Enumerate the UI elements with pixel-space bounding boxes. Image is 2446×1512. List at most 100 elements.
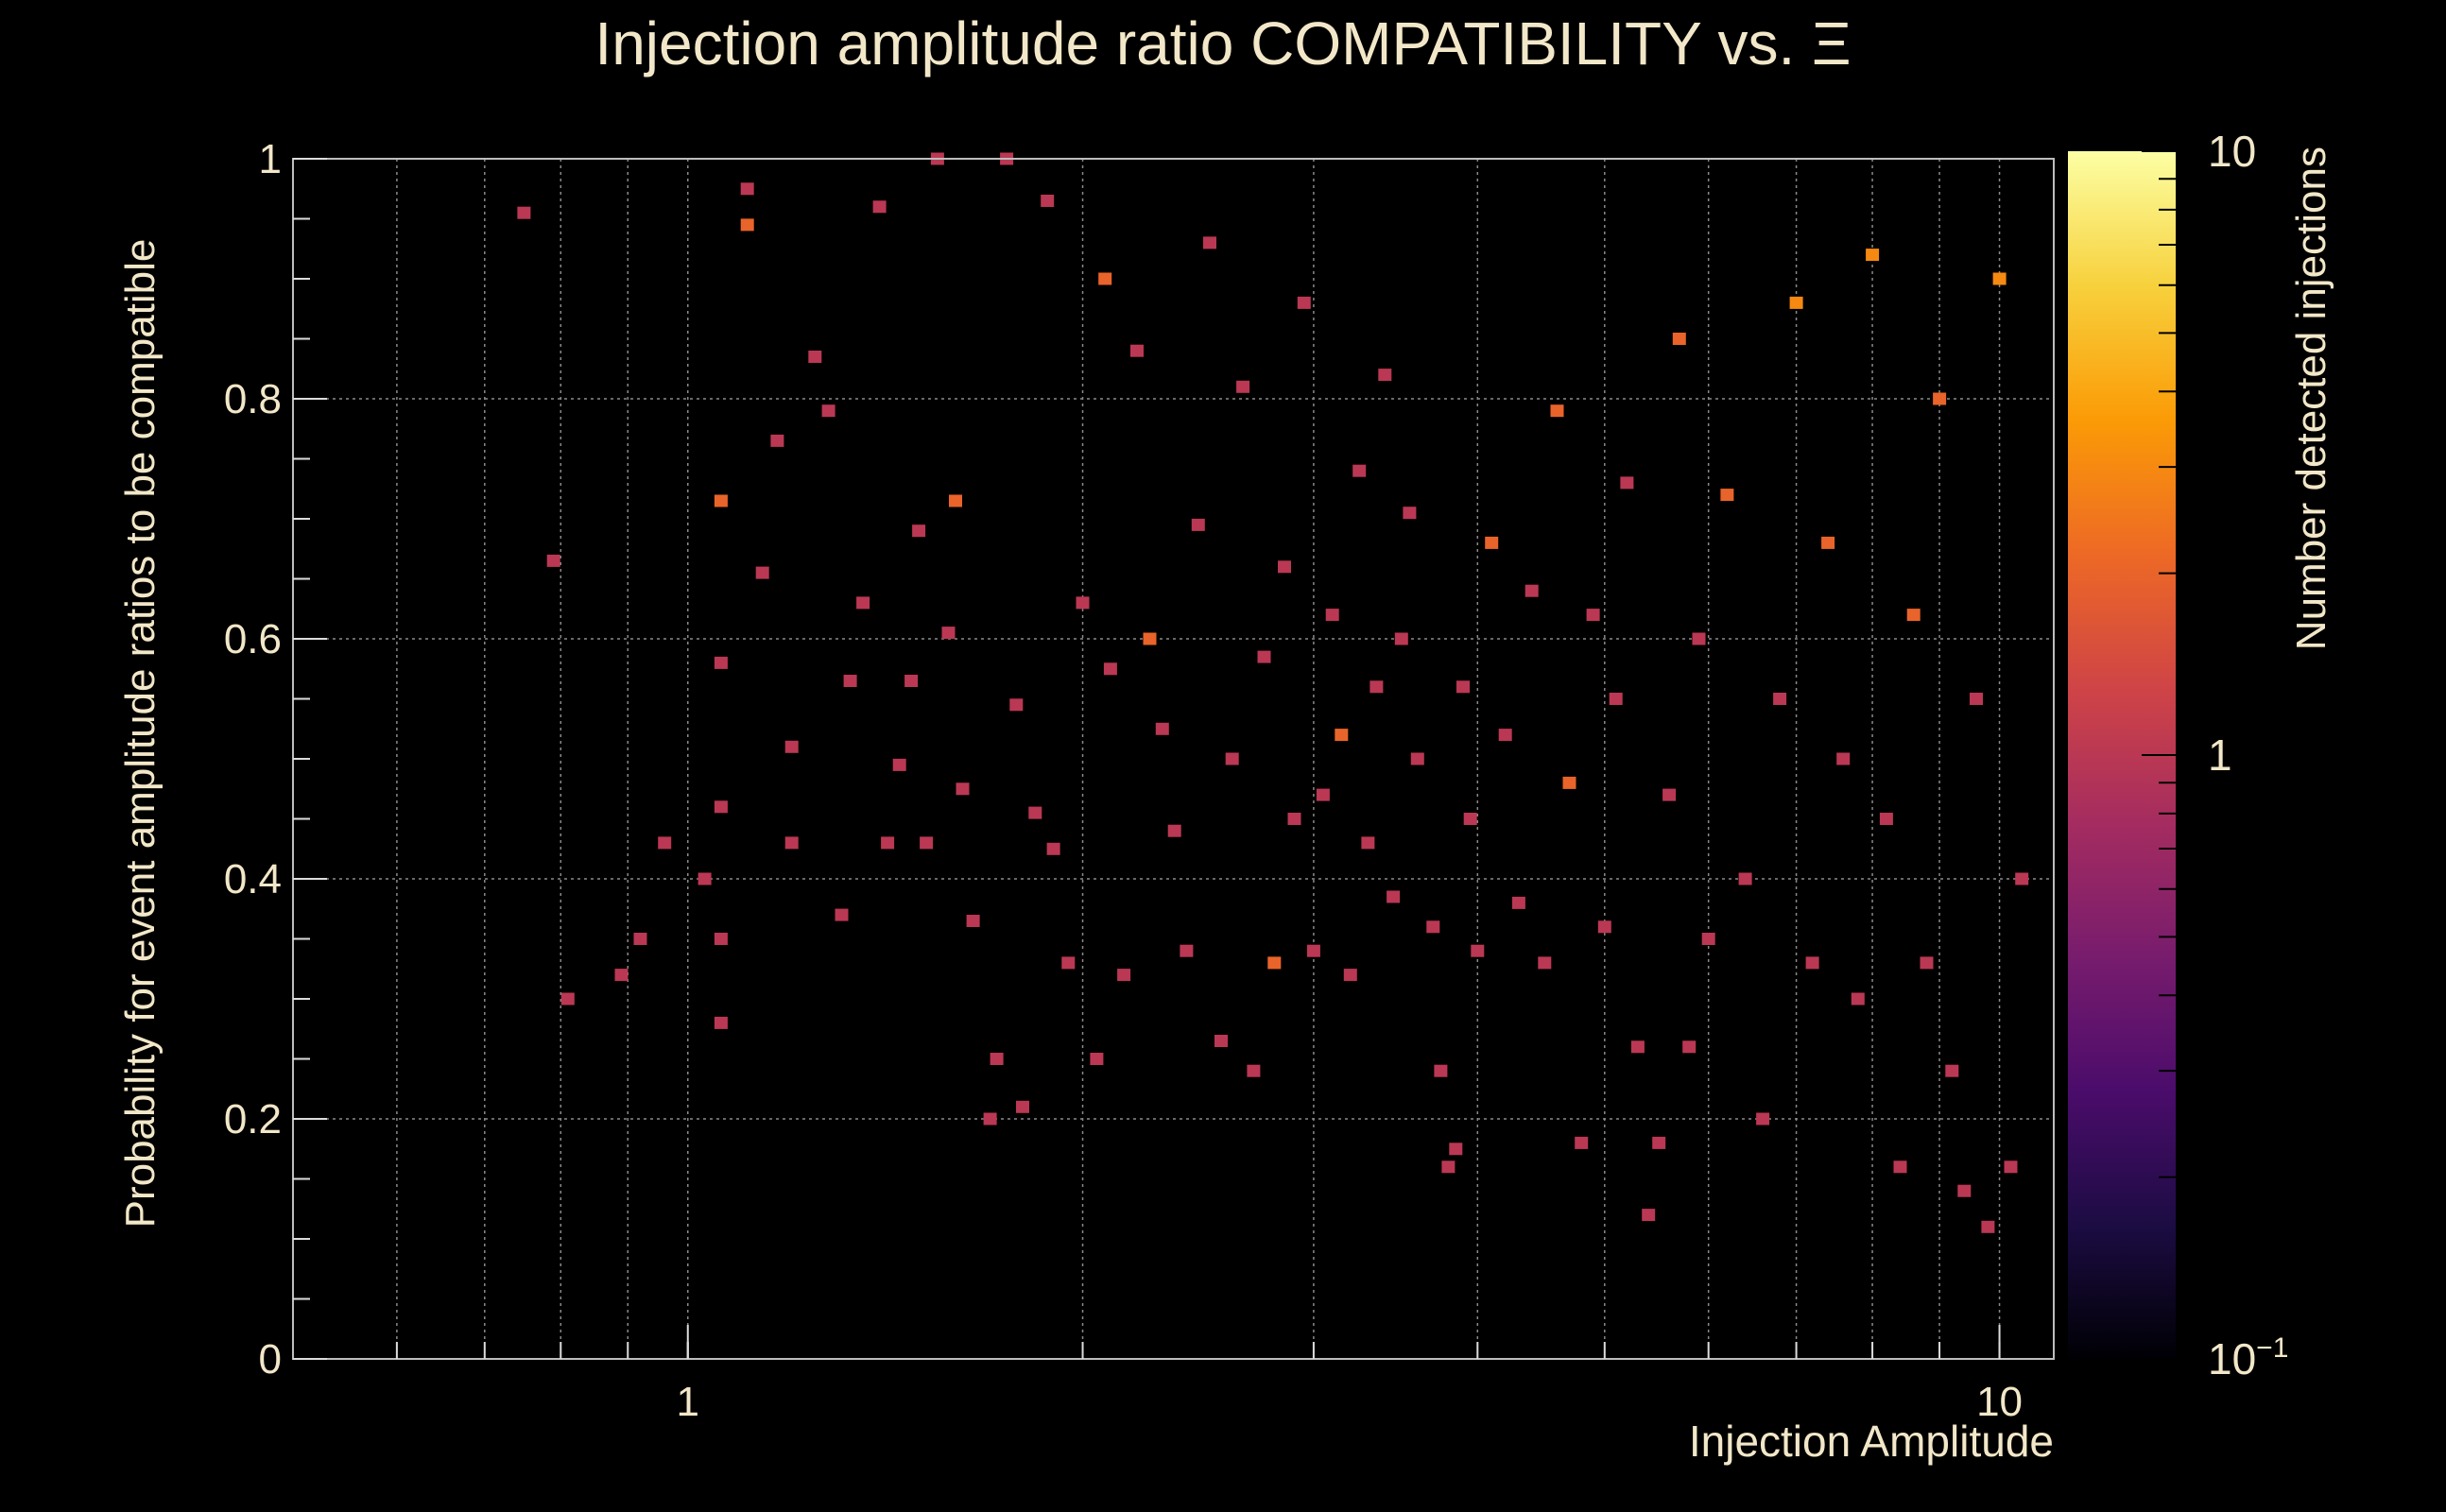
colorbar-tick-label: 10 bbox=[2208, 127, 2256, 176]
heatmap-cell bbox=[1630, 1040, 1645, 1054]
heatmap-cell bbox=[1920, 956, 1934, 970]
heatmap-cell bbox=[1306, 944, 1320, 957]
heatmap-cell bbox=[843, 675, 857, 687]
heatmap-cell bbox=[1214, 1035, 1228, 1047]
heatmap-cell bbox=[1028, 806, 1042, 819]
heatmap-cell bbox=[1805, 956, 1819, 970]
heatmap-cell bbox=[1562, 776, 1576, 789]
heatmap-cell bbox=[1893, 1160, 1907, 1174]
heatmap-cell bbox=[1287, 813, 1301, 825]
heatmap-cell bbox=[784, 836, 799, 850]
heatmap-cell bbox=[1511, 896, 1525, 909]
heatmap-cell bbox=[1957, 1184, 1972, 1197]
heatmap-cell bbox=[546, 554, 560, 567]
heatmap-cell bbox=[1738, 872, 1752, 885]
heatmap-cell bbox=[856, 596, 870, 610]
heatmap-cell bbox=[1325, 609, 1339, 622]
heatmap-cell bbox=[770, 434, 784, 447]
heatmap-cell bbox=[698, 872, 712, 885]
heatmap-cell bbox=[1061, 956, 1076, 970]
heatmap-cell bbox=[1117, 969, 1131, 982]
heatmap-cell bbox=[949, 494, 962, 507]
heatmap-cell bbox=[1041, 195, 1055, 207]
heatmap-cell bbox=[1866, 249, 1880, 262]
heatmap-cell bbox=[1701, 933, 1715, 945]
heatmap-cell bbox=[740, 218, 754, 232]
heatmap-cell bbox=[1046, 842, 1060, 855]
heatmap-cell bbox=[1550, 404, 1564, 418]
heatmap-cell bbox=[1410, 752, 1424, 765]
heatmap-cell bbox=[808, 351, 822, 363]
heatmap-cell bbox=[1672, 333, 1686, 345]
colorbar-tick-label: 10−1 bbox=[2208, 1332, 2288, 1383]
heatmap-cell bbox=[1789, 296, 1803, 309]
y-tick-label: 0.8 bbox=[224, 376, 282, 422]
heatmap-cell bbox=[1773, 693, 1787, 705]
heatmap-cell bbox=[740, 182, 754, 196]
heatmap-cell bbox=[1343, 969, 1357, 982]
y-tick-label: 0.2 bbox=[224, 1096, 282, 1143]
heatmap-cell bbox=[1191, 518, 1205, 531]
heatmap-cell bbox=[920, 836, 934, 850]
heatmap-cell bbox=[912, 524, 926, 538]
x-tick-label: 10 bbox=[1976, 1379, 2023, 1425]
heatmap-cell bbox=[1257, 650, 1271, 663]
heatmap-cell bbox=[1970, 693, 1983, 705]
heatmap-cell bbox=[1009, 698, 1024, 712]
heatmap-cell bbox=[1597, 920, 1611, 934]
heatmap-cell bbox=[872, 200, 887, 214]
heatmap-cell bbox=[560, 992, 575, 1005]
heatmap-cell bbox=[1143, 632, 1157, 645]
y-axis-ticks: 0 0.2 0.4 0.6 0.8 1 bbox=[224, 136, 327, 1383]
heatmap-cell bbox=[1471, 944, 1485, 957]
heatmap-cell bbox=[1933, 392, 1947, 405]
heatmap-cell bbox=[1076, 596, 1090, 610]
heatmap-cells bbox=[517, 152, 2029, 1233]
heatmap-cell bbox=[1180, 944, 1194, 957]
heatmap-cell bbox=[1426, 920, 1440, 934]
heatmap-cell bbox=[892, 758, 906, 771]
heatmap-cell bbox=[983, 1112, 997, 1125]
heatmap-cell bbox=[1456, 680, 1470, 694]
heatmap-cell bbox=[2004, 1160, 2018, 1174]
heatmap-cell bbox=[1620, 476, 1634, 490]
heatmap-cell bbox=[1441, 1160, 1456, 1174]
heatmap-cell bbox=[1203, 236, 1216, 249]
heatmap-cell bbox=[2015, 872, 2029, 885]
heatmap-cell bbox=[941, 627, 956, 640]
heatmap-cell bbox=[1662, 788, 1677, 801]
chart-title: Injection amplitude ratio COMPATIBILITY … bbox=[594, 9, 1851, 77]
y-tick-label: 0.6 bbox=[224, 616, 282, 662]
heatmap-cell bbox=[714, 656, 728, 669]
heatmap-cell bbox=[1821, 536, 1835, 549]
heatmap-cell bbox=[714, 933, 728, 945]
heatmap-cell bbox=[1297, 296, 1311, 309]
heatmap-cell bbox=[966, 915, 980, 927]
x-axis-label: Injection Amplitude bbox=[1689, 1417, 2054, 1466]
colorbar-ticks: 10−1 1 10 bbox=[2142, 127, 2288, 1383]
heatmap-cell bbox=[1498, 729, 1512, 742]
heatmap-cell bbox=[1167, 824, 1181, 837]
heatmap-cell bbox=[1236, 380, 1250, 393]
heatmap-cell bbox=[1609, 693, 1623, 705]
heatmap-cell bbox=[990, 1053, 1004, 1065]
heatmap-cell bbox=[1692, 632, 1706, 645]
heatmap-cell bbox=[1098, 272, 1112, 285]
heatmap-cell bbox=[755, 566, 769, 579]
heatmap-cell bbox=[1720, 489, 1734, 502]
heatmap-cell bbox=[1403, 507, 1417, 520]
heatmap-cell bbox=[1906, 609, 1921, 622]
heatmap-cell bbox=[1642, 1209, 1656, 1222]
heatmap-cell bbox=[1575, 1136, 1589, 1149]
heatmap-cell bbox=[1394, 632, 1408, 645]
heatmap-cell bbox=[1155, 722, 1169, 735]
heatmap-cell bbox=[1756, 1112, 1770, 1125]
y-axis-label: Probability for event amplitude ratios t… bbox=[117, 239, 164, 1228]
heatmap-cell bbox=[714, 800, 728, 814]
heatmap-cell bbox=[1335, 729, 1349, 742]
heatmap-cell bbox=[1836, 752, 1851, 765]
x-axis-ticks: 1 10 bbox=[395, 1325, 2023, 1425]
heatmap-cell bbox=[714, 1016, 728, 1029]
heatmap-cell bbox=[1316, 788, 1330, 801]
